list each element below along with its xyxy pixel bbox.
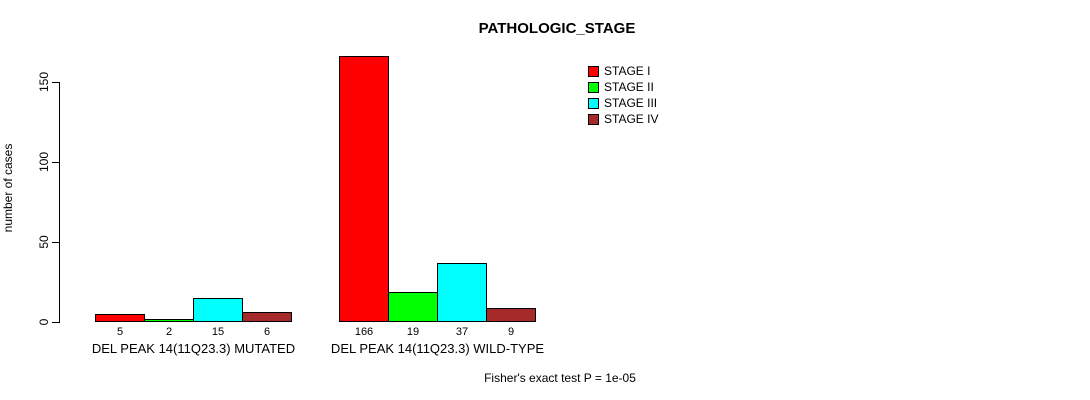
bar-value-label: 19 [406, 326, 420, 338]
y-tick-label: 50 [37, 235, 51, 249]
bar-stage-ii-group2 [388, 292, 438, 322]
group-label: DEL PEAK 14(11Q23.3) WILD-TYPE [330, 341, 545, 356]
legend-swatch-icon [588, 97, 599, 109]
legend-swatch-icon [588, 65, 599, 77]
bar-value-label: 9 [507, 326, 515, 338]
y-axis-label: number of cases [1, 143, 15, 233]
bar-stage-ii-group1 [144, 319, 194, 322]
y-tick-mark [52, 242, 59, 243]
y-tick-label: 0 [37, 318, 51, 326]
bar-stage-iv-group1 [242, 312, 292, 322]
y-axis-line [59, 82, 60, 323]
bar-stage-i-group1 [95, 314, 145, 322]
y-tick-mark [52, 162, 59, 163]
legend-item: STAGE I [588, 64, 658, 78]
bar-value-label: 37 [455, 326, 469, 338]
legend-label: STAGE IV [604, 112, 659, 126]
legend-label: STAGE II [604, 80, 654, 94]
legend-label: STAGE I [604, 64, 651, 78]
bar-stage-i-group2 [339, 56, 389, 322]
group-label: DEL PEAK 14(11Q23.3) MUTATED [91, 341, 296, 356]
legend-item: STAGE IV [588, 112, 658, 126]
statistical-test-note: Fisher's exact test P = 1e-05 [484, 371, 636, 385]
bar-stage-iv-group2 [486, 308, 536, 322]
legend-label: STAGE III [604, 96, 658, 110]
y-tick-mark [52, 82, 59, 83]
bar-value-label: 5 [116, 326, 124, 338]
bar-stage-iii-group1 [193, 298, 243, 322]
y-tick-label: 150 [37, 71, 51, 93]
legend: STAGE I STAGE II STAGE III STAGE IV [588, 64, 658, 128]
bar-value-label: 15 [211, 326, 225, 338]
y-tick-mark [52, 322, 59, 323]
legend-swatch-icon [588, 81, 599, 93]
legend-swatch-icon [588, 113, 599, 125]
chart-title: PATHOLOGIC_STAGE [478, 20, 636, 37]
legend-item: STAGE III [588, 96, 658, 110]
bar-value-label: 2 [165, 326, 173, 338]
bar-value-label: 6 [263, 326, 271, 338]
bar-stage-iii-group2 [437, 263, 487, 322]
legend-item: STAGE II [588, 80, 658, 94]
bar-value-label: 166 [354, 326, 374, 338]
y-tick-label: 100 [37, 151, 51, 173]
